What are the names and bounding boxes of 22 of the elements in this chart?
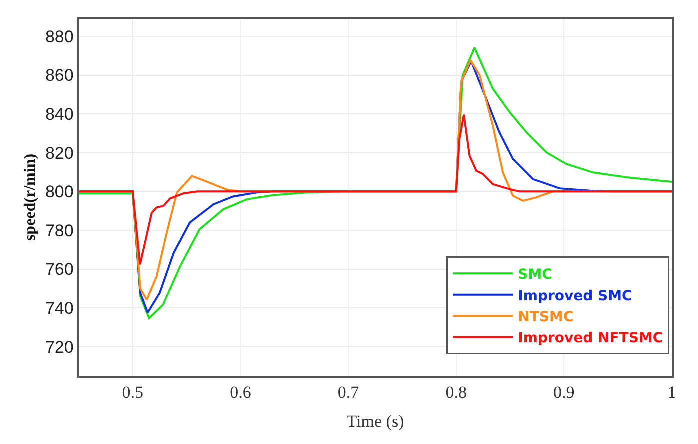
x-tick-label: 0.7: [338, 383, 360, 402]
legend-label: NTSMC: [518, 310, 574, 326]
y-tick-label: 840: [45, 105, 74, 124]
y-tick-label: 860: [45, 66, 74, 86]
x-tick-label: 0.8: [446, 383, 467, 402]
x-tick-label: 1: [668, 383, 676, 402]
x-tick-label: 0.5: [122, 383, 144, 402]
legend-label: SMC: [518, 267, 552, 284]
y-tick-label: 720: [45, 338, 74, 357]
y-axis-title: speed(r/min): [22, 154, 39, 242]
y-tick-label: 820: [45, 144, 74, 163]
y-tick-label: 740: [45, 299, 74, 318]
legend-label: Improved SMC: [518, 288, 632, 304]
x-axis-title: Time (s): [346, 412, 404, 432]
y-tick-label: 780: [45, 221, 74, 240]
legend-label: Improved NFTSMC: [518, 330, 664, 347]
x-tick-label: 0.6: [230, 383, 252, 402]
line-series: [79, 114, 672, 266]
y-tick-label: 760: [45, 260, 74, 280]
x-tick-label: 0.9: [554, 383, 575, 402]
y-tick-label: 880: [45, 27, 74, 46]
y-tick-label: 800: [45, 182, 74, 202]
